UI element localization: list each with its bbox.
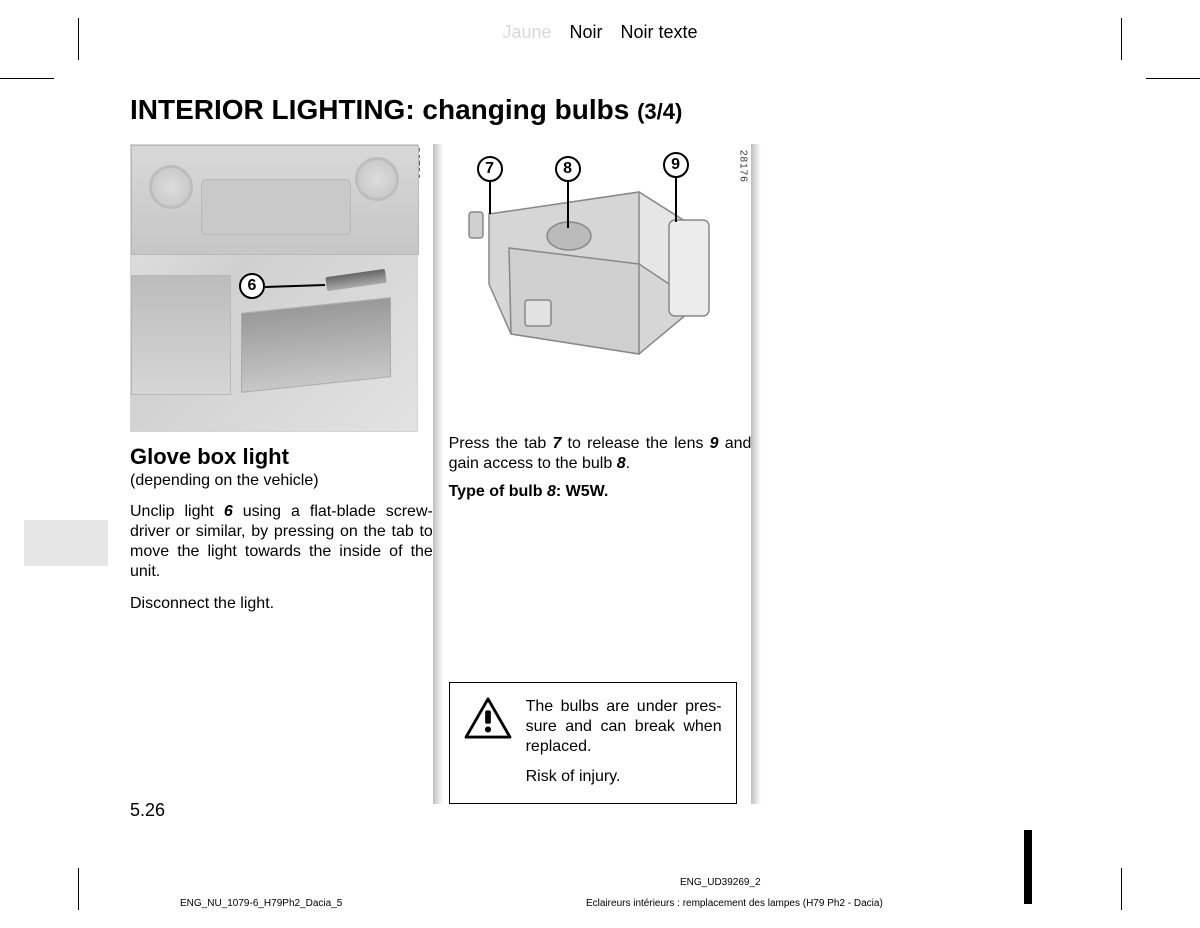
callout-6: 6 <box>239 273 265 299</box>
column-1: 36736 6 Glove box light (depending on th… <box>130 144 433 804</box>
title-sub: (3/4) <box>637 99 682 124</box>
callout-6-label: 6 <box>248 277 257 295</box>
tab-noir: Noir <box>570 22 603 43</box>
ref-6: 6 <box>224 503 233 520</box>
col1-para1-a: Unclip light <box>130 503 224 520</box>
ref-9: 9 <box>710 435 719 452</box>
column-divider-1 <box>433 144 443 804</box>
caution-p2: Risk of injury. <box>526 767 722 787</box>
callout-7-label: 7 <box>485 160 494 178</box>
type-b: : W5W. <box>556 483 608 500</box>
col1-para1: Unclip light 6 using a flat-blade screw­… <box>130 502 433 582</box>
page-title: INTERIOR LIGHTING: changing bulbs (3/4) <box>130 94 1070 126</box>
footer-mid: ENG_UD39269_2 <box>680 877 761 888</box>
callout-7: 7 <box>477 156 503 182</box>
col2-para1-a: Press the tab <box>449 435 553 452</box>
figure-lightunit: 28176 7 8 9 <box>449 144 737 394</box>
figure2-imgnum: 28176 <box>738 150 749 183</box>
col2-bulb-type: Type of bulb 8: W5W. <box>449 482 752 502</box>
type-ref: 8 <box>547 483 556 500</box>
callout-9-label: 9 <box>671 156 680 174</box>
column-2: 28176 7 8 9 <box>449 144 752 804</box>
header-color-tabs: Jaune Noir Noir texte <box>0 22 1200 43</box>
callout-8-label: 8 <box>563 160 572 178</box>
title-main: INTERIOR LIGHTING: changing bulbs <box>130 94 637 125</box>
page-number: 5.26 <box>130 800 165 821</box>
footer-left: ENG_NU_1079-6_H79Ph2_Dacia_5 <box>180 898 342 909</box>
col2-para1-b: to release the lens <box>561 435 709 452</box>
caution-text: The bulbs are under pres­sure and can br… <box>526 697 722 787</box>
column-3 <box>767 144 1070 804</box>
col1-para2: Disconnect the light. <box>130 594 433 614</box>
callout-8: 8 <box>555 156 581 182</box>
tab-noir-texte: Noir texte <box>621 22 698 43</box>
section-title-glovebox: Glove box light <box>130 444 433 470</box>
caution-box: The bulbs are under pres­sure and can br… <box>449 682 737 804</box>
ref-8: 8 <box>617 455 626 472</box>
right-black-tab <box>1024 830 1032 904</box>
figure-glovebox: 36736 6 <box>130 144 418 432</box>
column-divider-2 <box>751 144 761 804</box>
footer-right: Eclaireurs intérieurs : remplacement des… <box>586 898 883 909</box>
callout-9: 9 <box>663 152 689 178</box>
col2-para1: Press the tab 7 to release the lens 9 an… <box>449 434 752 474</box>
side-gray-tab <box>24 520 108 566</box>
tab-jaune: Jaune <box>502 22 551 43</box>
caution-p1: The bulbs are under pres­sure and can br… <box>526 697 722 757</box>
warning-icon <box>464 697 512 739</box>
section-sub-glovebox: (depending on the vehicle) <box>130 472 433 490</box>
page-content: INTERIOR LIGHTING: changing bulbs (3/4) … <box>130 94 1070 804</box>
col2-para1-d: . <box>626 455 630 472</box>
type-a: Type of bulb <box>449 483 547 500</box>
